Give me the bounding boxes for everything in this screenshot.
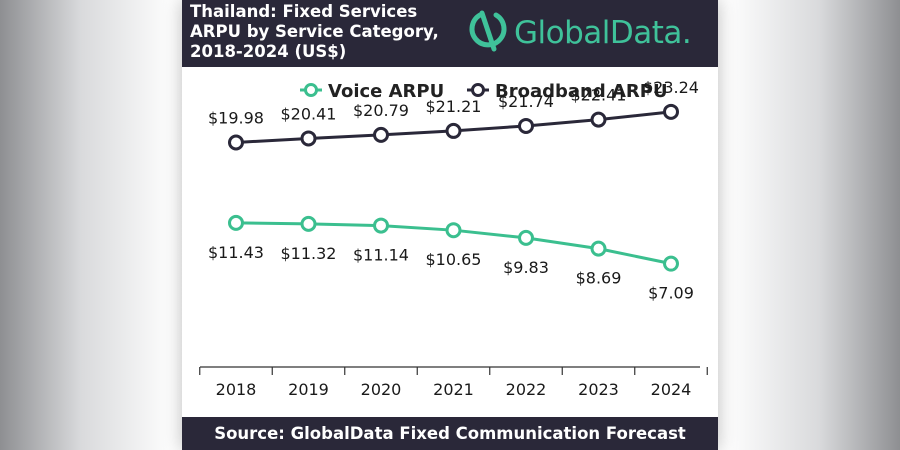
data-point xyxy=(228,134,244,151)
data-point xyxy=(373,217,389,234)
data-label: $21.74 xyxy=(498,92,554,111)
globaldata-logo: GlobalData. xyxy=(468,8,692,58)
data-label: $23.24 xyxy=(643,78,699,97)
globaldata-logo-icon xyxy=(468,9,508,57)
legend: Voice ARPU Broadband ARPU xyxy=(300,81,668,102)
line-chart: Voice ARPU Broadband ARPU $11.43 $11.32 $11… xyxy=(199,78,708,399)
x-tick-label: 2024 xyxy=(651,380,692,399)
legend-label: Broadband ARPU xyxy=(495,81,668,102)
chart-title: Thailand: Fixed Services ARPU by Service… xyxy=(190,2,460,62)
data-point xyxy=(228,214,244,231)
x-axis: 2018 2019 2020 2021 2022 2023 2024 xyxy=(199,366,708,399)
x-tick-label: 2019 xyxy=(288,380,329,399)
legend-marker xyxy=(471,83,485,97)
data-label: $22.41 xyxy=(571,86,627,105)
data-label: $11.43 xyxy=(208,243,264,262)
data-label: $10.65 xyxy=(426,250,482,269)
data-label: $11.14 xyxy=(353,246,409,265)
x-tick-label: 2018 xyxy=(216,380,257,399)
x-tick-label: 2021 xyxy=(433,380,474,399)
data-point xyxy=(445,222,462,239)
data-point xyxy=(300,130,317,147)
title-line: ARPU by Service Category, xyxy=(190,22,439,41)
data-point xyxy=(590,240,607,257)
data-point xyxy=(300,215,317,232)
data-label: $21.21 xyxy=(426,97,482,116)
data-point xyxy=(590,111,607,128)
data-label: $8.69 xyxy=(576,269,622,288)
legend-marker xyxy=(304,83,318,97)
title-line: Thailand: Fixed Services xyxy=(190,2,418,21)
source-note: Source: GlobalData Fixed Communication F… xyxy=(214,424,686,443)
chart-area: Voice ARPU Broadband ARPU $11.43 $11.32 $11… xyxy=(182,67,718,417)
title-line: 2018-2024 (US$) xyxy=(190,42,347,61)
x-tick-label: 2020 xyxy=(361,380,402,399)
data-label: $7.09 xyxy=(648,284,694,303)
data-point xyxy=(518,229,534,246)
footer-bar: Source: GlobalData Fixed Communication F… xyxy=(182,417,718,450)
data-label: $9.83 xyxy=(503,258,549,277)
data-point xyxy=(663,255,679,272)
data-label: $20.79 xyxy=(353,101,409,120)
x-tick-label: 2023 xyxy=(578,380,619,399)
data-point xyxy=(445,122,462,139)
legend-label: Voice ARPU xyxy=(328,81,444,102)
infographic-card: Thailand: Fixed Services ARPU by Service… xyxy=(182,0,718,450)
data-label: $19.98 xyxy=(208,108,264,127)
data-label: $20.41 xyxy=(281,104,337,123)
data-point xyxy=(518,117,534,134)
brand-name: GlobalData. xyxy=(514,15,692,51)
data-point xyxy=(373,126,389,143)
x-tick-label: 2022 xyxy=(506,380,547,399)
header-bar: Thailand: Fixed Services ARPU by Service… xyxy=(182,0,718,67)
data-label: $11.32 xyxy=(281,244,337,263)
data-point xyxy=(663,103,679,120)
